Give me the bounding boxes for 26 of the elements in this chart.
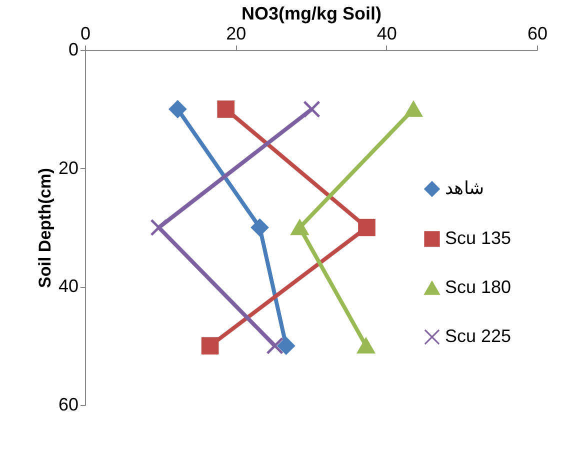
point <box>358 218 376 236</box>
point <box>277 337 295 354</box>
point <box>251 218 268 236</box>
point <box>291 220 308 236</box>
point <box>404 101 422 117</box>
y-tick-label: 60 <box>58 394 78 414</box>
legend-label: Scu 225 <box>445 326 512 346</box>
y-tick-label: 40 <box>58 276 78 296</box>
x-axis-title: NO3(mg/kg Soil) <box>241 4 382 24</box>
point <box>303 100 320 118</box>
point <box>357 338 375 354</box>
legend-label: Scu 180 <box>445 277 512 297</box>
x-tick-label: 40 <box>376 24 397 44</box>
point <box>168 100 186 118</box>
y-axis-title: Soil Depth(cm) <box>35 168 54 288</box>
point <box>217 100 235 118</box>
point <box>201 337 219 354</box>
y-tick-label: 0 <box>68 40 78 60</box>
x-tick-label: 60 <box>527 24 548 44</box>
legend-label: Scu 135 <box>445 228 512 248</box>
legend-label: شاهد <box>445 178 484 198</box>
x-tick-label: 20 <box>226 24 246 44</box>
point <box>150 218 168 236</box>
y-tick-label: 20 <box>58 158 78 178</box>
point <box>266 337 284 354</box>
x-tick-label: 0 <box>80 24 91 44</box>
